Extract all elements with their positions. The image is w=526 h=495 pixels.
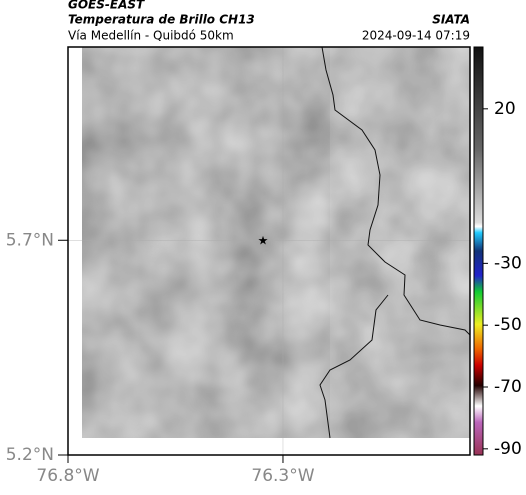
y-tick-label: 5.2°N <box>6 445 54 465</box>
region: Vía Medellín - Quibdó 50km <box>68 29 234 43</box>
source: SIATA <box>432 13 470 27</box>
timestamp: 2024-09-14 07:19 <box>362 29 470 43</box>
colorbar-tick-label: 20 <box>494 99 516 119</box>
border-line <box>321 46 471 336</box>
colorbar-tick-label: -50 <box>494 315 522 335</box>
map-frame <box>67 46 471 456</box>
border-line <box>319 294 389 439</box>
x-tick-label: 76.3°W <box>251 466 314 486</box>
x-tick-label: 76.8°W <box>36 466 99 486</box>
satellite-image <box>82 47 470 438</box>
y-tick-label: 5.7°N <box>6 230 54 250</box>
subtitle: Temperatura de Brillo CH13 <box>68 13 255 27</box>
city-marker: ★ <box>258 234 269 248</box>
title: GOES-EAST <box>68 0 145 12</box>
colorbar-tick-label: -70 <box>494 377 522 397</box>
colorbar-tick-label: -30 <box>494 253 522 273</box>
image-shade <box>330 47 470 438</box>
colorbar-tick-label: -90 <box>494 439 522 459</box>
colorbar <box>473 46 484 456</box>
